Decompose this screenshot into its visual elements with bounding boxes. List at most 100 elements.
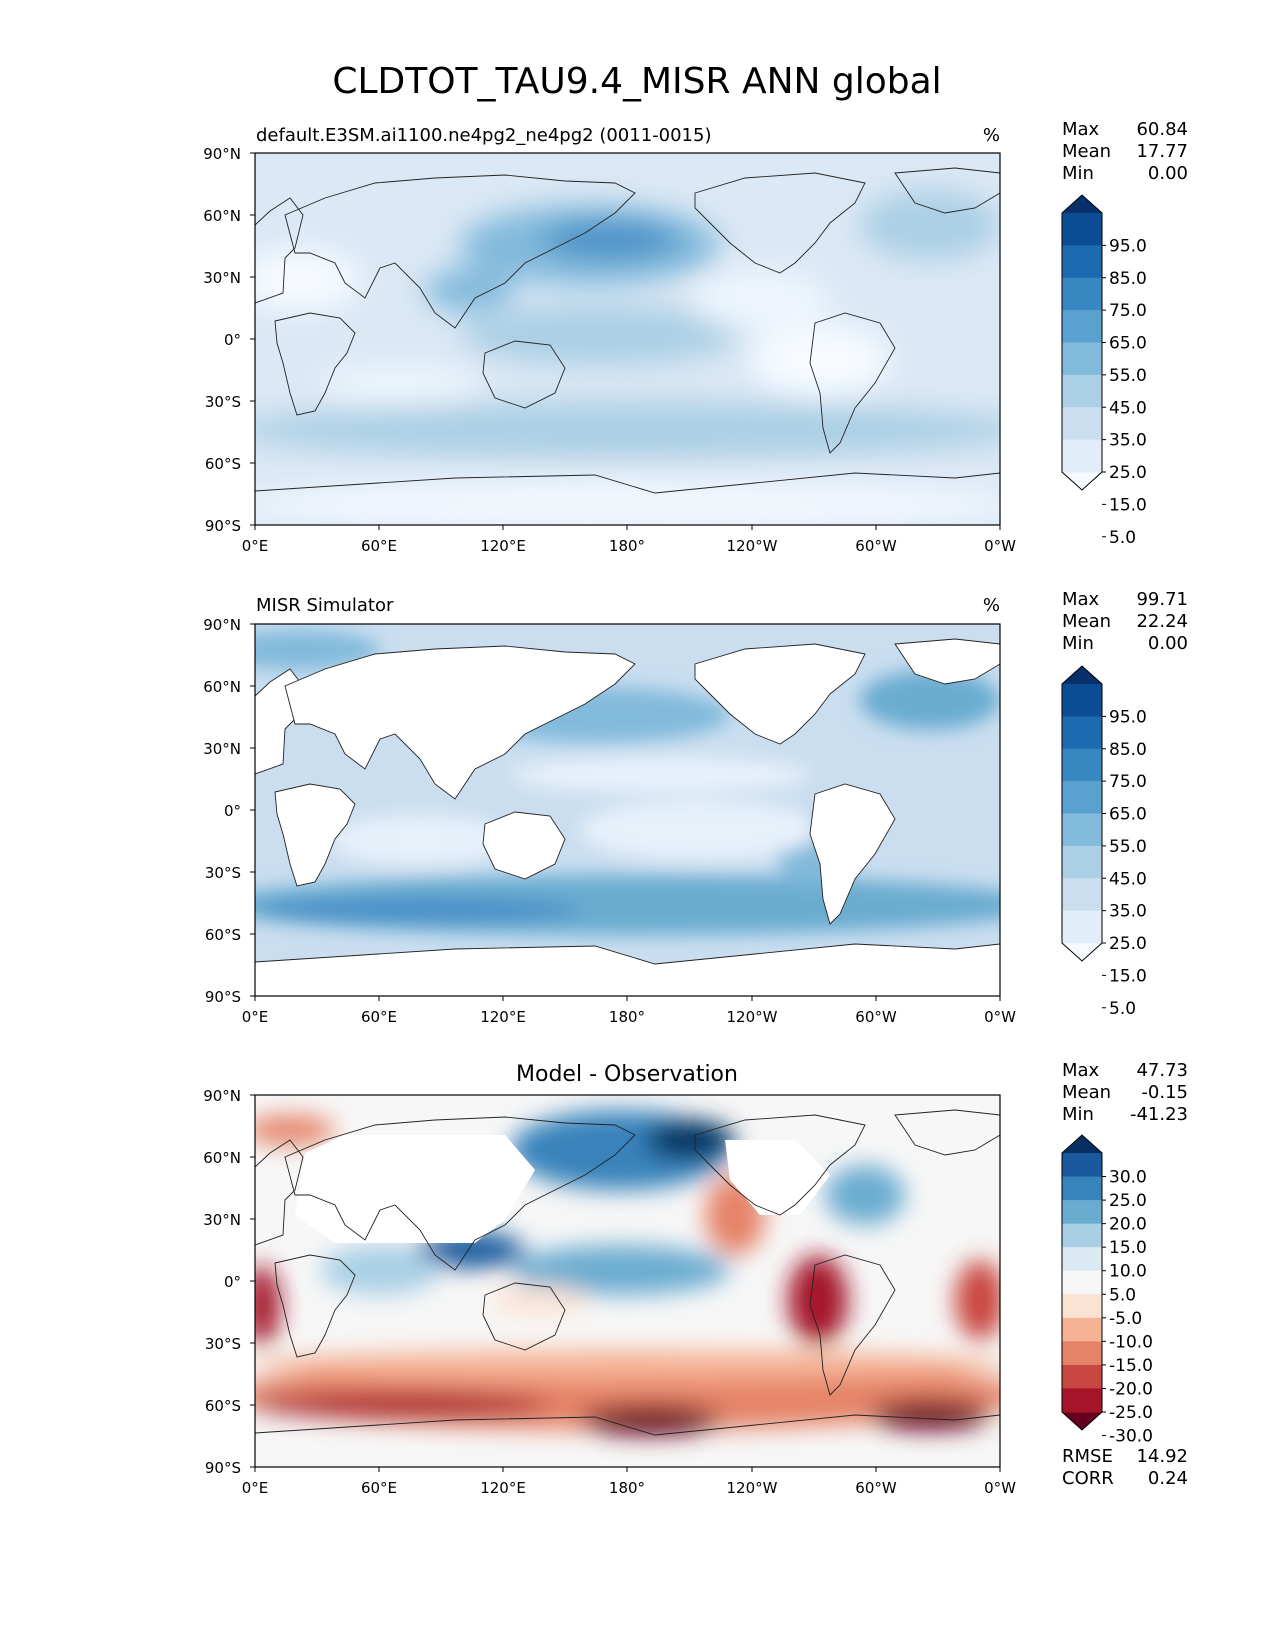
diff-coastlines xyxy=(255,1110,1000,1467)
lon-tick-label: 60°W xyxy=(855,1479,897,1497)
diff-indian-excess xyxy=(320,1245,440,1295)
colorbar-tick-label: 25.0 xyxy=(1109,1191,1147,1211)
colorbar-bin xyxy=(1062,1223,1102,1248)
colorbar-bin xyxy=(1062,342,1102,376)
obs-arctic xyxy=(255,630,380,670)
diff-s-atlantic-deficit xyxy=(955,1260,1000,1340)
colorbar-bin xyxy=(1062,748,1102,782)
diff-arctic-deficit xyxy=(255,1115,335,1145)
colorbar-extend-min xyxy=(1062,472,1102,490)
lon-tick-label: 120°W xyxy=(727,1479,778,1497)
obs-lat-axis: 90°N 60°N 30°N 0° 30°S 60°S 90°S xyxy=(203,616,255,1006)
colorbar-tick-label: 65.0 xyxy=(1109,334,1147,354)
colorbar-bin xyxy=(1062,684,1102,717)
lon-tick-label: 120°E xyxy=(480,537,526,555)
stat-value: 0.24 xyxy=(1148,1468,1188,1489)
lon-tick-label: 60°E xyxy=(361,1008,397,1026)
lon-tick-label: 0°W xyxy=(984,537,1016,555)
model-lat-axis: 90°N 60°N 30°N 0° 30°S 60°S 90°S xyxy=(203,145,255,535)
obs-lon-axis: 0°E 60°E 120°E 180° 120°W 60°W 0°W xyxy=(242,996,1016,1026)
colorbar-bin xyxy=(1062,910,1102,944)
colorbar-bin xyxy=(1062,1294,1102,1319)
colorbar-bin xyxy=(1062,1153,1102,1178)
lat-tick-label: 30°N xyxy=(203,1211,241,1229)
colorbar-tick-label: -20.0 xyxy=(1109,1379,1153,1399)
colorbar-bin xyxy=(1062,878,1102,912)
lon-tick-label: 180° xyxy=(609,537,645,555)
stat-value: -0.15 xyxy=(1141,1082,1188,1103)
obs-stats: Max 99.71 Mean 22.24 Min 0.00 xyxy=(1062,589,1188,654)
lon-tick-label: 0°E xyxy=(242,537,269,555)
diff-stats: Max 47.73 Mean -0.15 Min -41.23 xyxy=(1062,1060,1188,1125)
model-subtrop-ne-pac xyxy=(690,270,830,330)
diff-itcz-excess xyxy=(510,1245,730,1295)
lat-tick-label: 90°N xyxy=(203,1087,241,1105)
colorbar-tick-label: 35.0 xyxy=(1109,431,1147,451)
diff-southern-ocean-core-c xyxy=(580,1405,720,1435)
diff-masked-eurasia xyxy=(295,1135,535,1243)
model-subtrop-s-indian xyxy=(320,365,480,405)
colorbar-extend-max xyxy=(1062,195,1102,213)
diff-npacific-excess-core xyxy=(645,1120,735,1160)
obs-units: % xyxy=(983,595,1000,616)
lon-tick-label: 180° xyxy=(609,1008,645,1026)
lat-tick-label: 90°S xyxy=(205,1459,241,1477)
colorbar-tick-label: 10.0 xyxy=(1109,1262,1147,1282)
colorbar-extend-max xyxy=(1062,666,1102,684)
model-colorbar: 95.0 85.0 75.0 65.0 55.0 45.0 35.0 25.0 15.0 5.0 xyxy=(1061,194,1147,548)
model-east-asia xyxy=(425,268,515,312)
lon-tick-label: 60°E xyxy=(361,537,397,555)
stat-label: Mean xyxy=(1062,1082,1111,1103)
diff-panel-title: Model - Observation xyxy=(516,1062,738,1087)
stat-label: Min xyxy=(1062,163,1094,184)
lon-tick-label: 180° xyxy=(609,1479,645,1497)
model-antarctica xyxy=(255,480,1000,525)
stat-value: 0.00 xyxy=(1148,633,1188,654)
colorbar-bin xyxy=(1062,245,1102,279)
lat-tick-label: 90°S xyxy=(205,988,241,1006)
colorbar-bin xyxy=(1062,1200,1102,1225)
panel-diff: 90°N 60°N 30°N 0° 30°S 60°S 90°S 0°E 60°… xyxy=(203,1060,1188,1497)
model-lon-axis: 0°E 60°E 120°E 180° 120°W 60°W 0°W xyxy=(242,525,1016,555)
lon-tick-label: 0°E xyxy=(242,1008,269,1026)
colorbar-tick-label: 35.0 xyxy=(1109,902,1147,922)
colorbar-extend-min xyxy=(1062,1412,1102,1430)
model-npacific-core xyxy=(540,220,680,260)
colorbar-bin xyxy=(1062,374,1102,408)
stat-label: CORR xyxy=(1062,1468,1114,1489)
colorbar-extend-min xyxy=(1062,943,1102,961)
stat-label: RMSE xyxy=(1062,1446,1113,1467)
diff-lat-axis: 90°N 60°N 30°N 0° 30°S 60°S 90°S xyxy=(203,1087,255,1477)
obs-subtrop-s-pacific xyxy=(580,800,820,860)
colorbar-bin xyxy=(1062,813,1102,847)
colorbar-tick-label: 85.0 xyxy=(1109,740,1147,760)
obs-subtrop-indian xyxy=(330,815,510,865)
diff-se-atlantic-deficit xyxy=(255,1265,280,1345)
stat-value: 17.77 xyxy=(1136,141,1188,162)
model-map-field xyxy=(255,153,1000,525)
colorbar-tick-label: 15.0 xyxy=(1109,966,1147,986)
model-panel-title: default.E3SM.ai1100.ne4pg2_ne4pg2 (0011-… xyxy=(256,125,711,146)
stat-label: Max xyxy=(1062,119,1100,140)
colorbar-tick-label: -10.0 xyxy=(1109,1332,1153,1352)
colorbar-tick-label: -15.0 xyxy=(1109,1356,1153,1376)
stat-label: Max xyxy=(1062,589,1100,610)
stat-value: 60.84 xyxy=(1136,119,1188,140)
lat-tick-label: 0° xyxy=(224,802,241,820)
stat-label: Mean xyxy=(1062,141,1111,162)
colorbar-tick-label: 85.0 xyxy=(1109,269,1147,289)
colorbar-tick-label: 25.0 xyxy=(1109,934,1147,954)
stat-label: Mean xyxy=(1062,611,1111,632)
model-subtrop-se-pac xyxy=(750,325,890,395)
obs-subtrop-n-pacific xyxy=(510,757,810,793)
model-units: % xyxy=(983,125,1000,146)
colorbar-tick-label: 45.0 xyxy=(1109,869,1147,889)
lat-tick-label: 30°S xyxy=(205,864,241,882)
stat-value: 47.73 xyxy=(1136,1060,1188,1081)
colorbar-bin xyxy=(1062,277,1102,311)
diff-eq-pacific-deficit xyxy=(490,1285,590,1315)
stat-value: 0.00 xyxy=(1148,163,1188,184)
stat-value: -41.23 xyxy=(1130,1104,1188,1125)
colorbar-tick-label: -25.0 xyxy=(1109,1403,1153,1423)
lon-tick-label: 120°W xyxy=(727,537,778,555)
